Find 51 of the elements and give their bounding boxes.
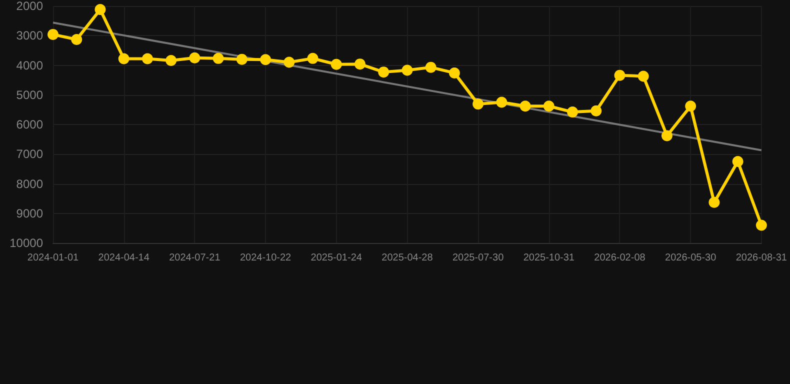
y-tick-label: 6000 bbox=[16, 118, 44, 132]
x-tick-label: 2025-04-28 bbox=[382, 252, 434, 264]
y-tick-label: 4000 bbox=[16, 58, 44, 72]
x-tick-label: 2024-01-01 bbox=[27, 252, 80, 264]
x-tick-label: 2026-08-31 bbox=[736, 252, 788, 264]
x-tick-label: 2026-02-08 bbox=[594, 252, 646, 264]
point bbox=[448, 67, 460, 78]
point bbox=[142, 53, 153, 64]
point bbox=[118, 53, 130, 64]
point bbox=[685, 100, 696, 112]
point bbox=[496, 96, 508, 108]
x-tick-label: 2024-07-21 bbox=[169, 252, 221, 264]
y-tick-label: 5000 bbox=[16, 88, 44, 102]
y-tick-label: 2000 bbox=[16, 0, 44, 13]
point bbox=[614, 70, 626, 81]
y-tick-label: 3000 bbox=[16, 28, 44, 43]
point bbox=[590, 105, 602, 116]
point bbox=[354, 58, 366, 70]
y-tick-label: 9000 bbox=[16, 206, 44, 220]
point bbox=[307, 52, 318, 64]
x-tick-label: 2024-04-14 bbox=[98, 252, 150, 264]
point bbox=[402, 64, 413, 76]
point bbox=[520, 100, 531, 112]
point bbox=[543, 100, 554, 112]
y-tick-label: 8000 bbox=[16, 176, 44, 191]
point bbox=[756, 220, 767, 231]
point bbox=[166, 55, 177, 66]
point bbox=[567, 106, 578, 118]
x-tick-label: 2025-10-31 bbox=[523, 252, 575, 264]
point bbox=[472, 98, 484, 110]
point bbox=[425, 62, 436, 73]
y-tick-label: 10000 bbox=[10, 236, 44, 250]
point bbox=[708, 196, 720, 208]
point bbox=[732, 156, 744, 168]
point bbox=[236, 54, 248, 65]
point bbox=[330, 58, 342, 70]
point bbox=[378, 66, 390, 78]
point bbox=[212, 52, 224, 64]
point bbox=[94, 4, 106, 16]
y-tick-label: 7000 bbox=[16, 147, 44, 162]
point bbox=[260, 54, 272, 66]
point bbox=[48, 28, 58, 40]
x-tick-label: 2025-07-30 bbox=[452, 252, 504, 264]
point bbox=[284, 56, 295, 68]
x-tick-label: 2025-01-24 bbox=[310, 252, 362, 264]
point bbox=[71, 34, 82, 45]
point bbox=[189, 52, 200, 64]
point bbox=[661, 130, 672, 142]
point bbox=[638, 70, 649, 82]
x-tick-label: 2026-05-30 bbox=[665, 252, 717, 264]
x-tick-label: 2024-10-22 bbox=[240, 252, 292, 264]
